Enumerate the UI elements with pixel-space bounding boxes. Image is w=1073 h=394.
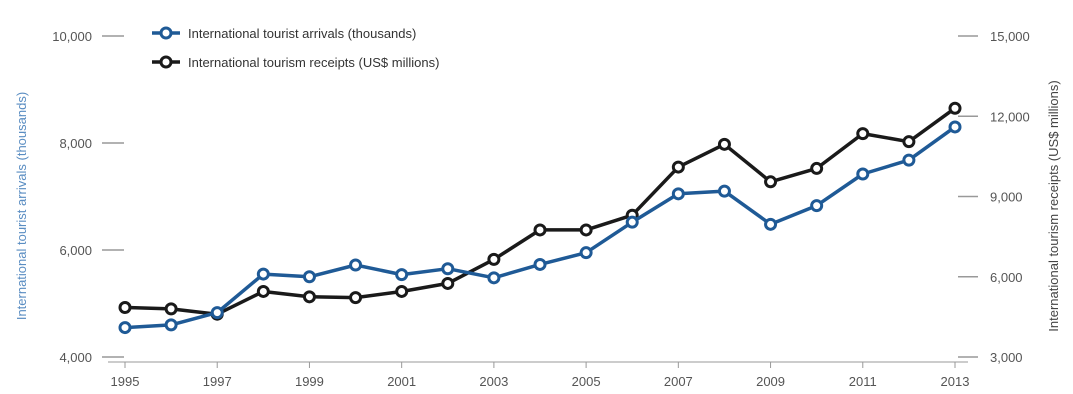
- data-point-arrivals: [810, 199, 824, 213]
- x-tick-label: 2009: [756, 374, 785, 389]
- legend-entry-receipts: International tourism receipts (US$ mill…: [152, 55, 439, 70]
- right-tick-label: 9,000: [990, 190, 1023, 205]
- series-arrivals: [118, 120, 962, 335]
- data-point-arrivals: [395, 268, 409, 282]
- x-axis: 1995 1997 1999 2001 2003 2005 2007 2009 2011 2013: [108, 361, 970, 389]
- series-layer: [118, 101, 962, 335]
- x-tick-label: 1997: [203, 374, 232, 389]
- data-point-arrivals: [764, 217, 778, 231]
- data-point-arrivals: [441, 262, 455, 276]
- data-point-arrivals: [671, 187, 685, 201]
- x-tick-label: 2005: [572, 374, 601, 389]
- data-point-arrivals: [717, 184, 731, 198]
- x-tick-label: 2011: [849, 374, 877, 389]
- data-point-receipts: [441, 276, 455, 290]
- data-point-arrivals: [625, 215, 639, 229]
- data-point-receipts: [533, 223, 547, 237]
- data-point-arrivals: [948, 120, 962, 134]
- data-point-receipts: [810, 161, 824, 175]
- legend-label-arrivals: International tourist arrivals (thousand…: [188, 26, 416, 41]
- data-point-receipts: [256, 284, 270, 298]
- right-tick-label: 6,000: [990, 270, 1023, 285]
- legend-marker-receipts: [159, 55, 173, 69]
- data-point-receipts: [302, 290, 316, 304]
- data-point-receipts: [948, 101, 962, 115]
- x-tick-label: 1999: [295, 374, 324, 389]
- data-point-arrivals: [487, 271, 501, 285]
- x-tick-label: 2001: [387, 374, 416, 389]
- legend: International tourist arrivals (thousand…: [152, 26, 439, 70]
- left-tick-label: 10,000: [52, 29, 92, 44]
- data-point-arrivals: [164, 318, 178, 332]
- data-point-receipts: [164, 302, 178, 316]
- data-point-receipts: [856, 127, 870, 141]
- data-point-arrivals: [856, 167, 870, 181]
- right-tick-label: 15,000: [990, 29, 1030, 44]
- data-point-receipts: [118, 301, 132, 315]
- data-point-receipts: [671, 160, 685, 174]
- data-point-arrivals: [210, 306, 224, 320]
- left-y-axis: 4,000 6,000 8,000 10,000: [52, 29, 124, 365]
- data-point-arrivals: [579, 246, 593, 260]
- x-tick-label: 2013: [941, 374, 970, 389]
- data-point-arrivals: [533, 257, 547, 271]
- legend-label-receipts: International tourism receipts (US$ mill…: [188, 55, 439, 70]
- series-line-receipts: [124, 106, 957, 316]
- data-point-arrivals: [302, 270, 316, 284]
- data-point-arrivals: [349, 258, 363, 272]
- data-point-arrivals: [118, 321, 132, 335]
- series-receipts: [118, 101, 962, 321]
- right-axis-title: International tourism receipts (US$ mill…: [1046, 80, 1061, 331]
- x-tick-label: 2003: [479, 374, 508, 389]
- x-tick-label: 1995: [111, 374, 140, 389]
- left-tick-label: 4,000: [59, 350, 92, 365]
- data-point-receipts: [717, 137, 731, 151]
- right-tick-label: 3,000: [990, 350, 1023, 365]
- legend-marker-arrivals: [159, 26, 173, 40]
- data-point-receipts: [579, 223, 593, 237]
- right-tick-label: 12,000: [990, 109, 1030, 124]
- data-point-receipts: [395, 284, 409, 298]
- data-point-arrivals: [902, 153, 916, 167]
- left-tick-label: 8,000: [59, 136, 92, 151]
- data-point-receipts: [902, 135, 916, 149]
- data-point-arrivals: [256, 267, 270, 281]
- data-point-receipts: [487, 252, 501, 266]
- x-tick-label: 2007: [664, 374, 693, 389]
- left-axis-title: International tourist arrivals (thousand…: [14, 92, 29, 320]
- right-y-axis: 3,000 6,000 9,000 12,000 15,000: [958, 29, 1030, 365]
- data-point-receipts: [349, 291, 363, 305]
- legend-entry-arrivals: International tourist arrivals (thousand…: [152, 26, 416, 41]
- data-point-receipts: [764, 175, 778, 189]
- left-tick-label: 6,000: [59, 243, 92, 258]
